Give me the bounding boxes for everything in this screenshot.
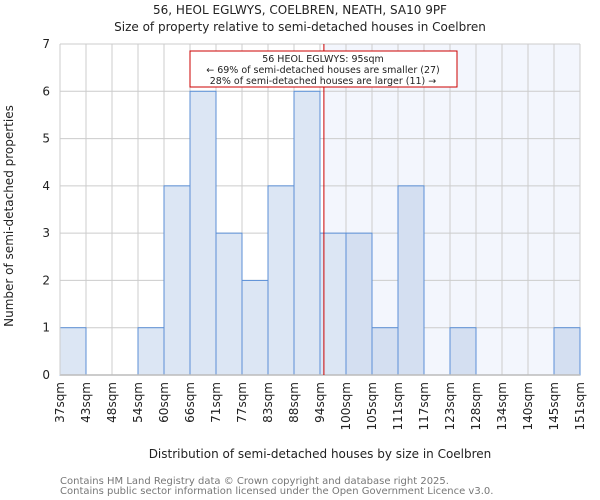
x-tick-label: 117sqm [417, 382, 431, 430]
x-tick-label: 151sqm [573, 382, 587, 430]
x-tick-label: 71sqm [209, 382, 223, 423]
histogram-bar [345, 232, 373, 376]
histogram-bar [215, 232, 243, 376]
y-tick-label: 3 [42, 226, 50, 240]
x-tick-label: 88sqm [287, 382, 301, 423]
x-axis-label: Distribution of semi-detached houses by … [149, 447, 492, 461]
y-tick-label: 5 [42, 132, 50, 146]
histogram-bar [137, 327, 165, 376]
x-tick-label: 94sqm [313, 382, 327, 423]
x-tick-label: 111sqm [391, 382, 405, 430]
histogram-bar [163, 185, 191, 376]
histogram-bar [449, 327, 477, 376]
x-tick-label: 140sqm [521, 382, 535, 430]
x-tick-label: 123sqm [443, 382, 457, 430]
histogram-bar [267, 185, 295, 376]
x-tick-label: 77sqm [235, 382, 249, 423]
histogram-bar [59, 327, 87, 376]
histogram-bar [553, 327, 581, 376]
annotation-box [189, 50, 458, 88]
x-tick-label: 128sqm [469, 382, 483, 430]
histogram-bar [189, 90, 217, 376]
x-tick-label: 37sqm [53, 382, 67, 423]
annotation-line3: 28% of semi-detached houses are larger (… [210, 76, 437, 87]
histogram-bar [293, 90, 321, 376]
y-tick-label: 2 [42, 273, 50, 287]
y-axis-label: Number of semi-detached properties [2, 105, 16, 327]
histogram-bar [397, 185, 425, 376]
histogram-bar [241, 279, 269, 376]
y-tick-label: 7 [42, 37, 50, 51]
y-tick-label: 0 [42, 368, 50, 382]
y-tick-label: 1 [42, 321, 50, 335]
annotation-line1: 56 HEOL EGLWYS: 95sqm [262, 54, 384, 65]
x-tick-label: 83sqm [261, 382, 275, 423]
x-tick-label: 48sqm [105, 382, 119, 423]
footer-line-2: Contains public sector information licen… [60, 486, 493, 497]
x-tick-label: 134sqm [495, 382, 509, 430]
x-tick-label: 145sqm [547, 382, 561, 430]
x-tick-label: 105sqm [365, 382, 379, 430]
x-tick-label: 60sqm [157, 382, 171, 423]
annotation-line2: ← 69% of semi-detached houses are smalle… [206, 65, 440, 76]
x-tick-label: 54sqm [131, 382, 145, 423]
y-tick-label: 6 [42, 84, 50, 98]
chart-title: 56, HEOL EGLWYS, COELBREN, NEATH, SA10 9… [153, 3, 447, 17]
x-tick-label: 66sqm [183, 382, 197, 423]
x-tick-label: 43sqm [79, 382, 93, 423]
x-tick-label: 100sqm [339, 382, 353, 430]
chart-subtitle: Size of property relative to semi-detach… [114, 20, 486, 34]
y-tick-label: 4 [42, 179, 50, 193]
footer-line-1: Contains HM Land Registry data © Crown c… [60, 476, 449, 487]
histogram-bar [371, 327, 399, 376]
